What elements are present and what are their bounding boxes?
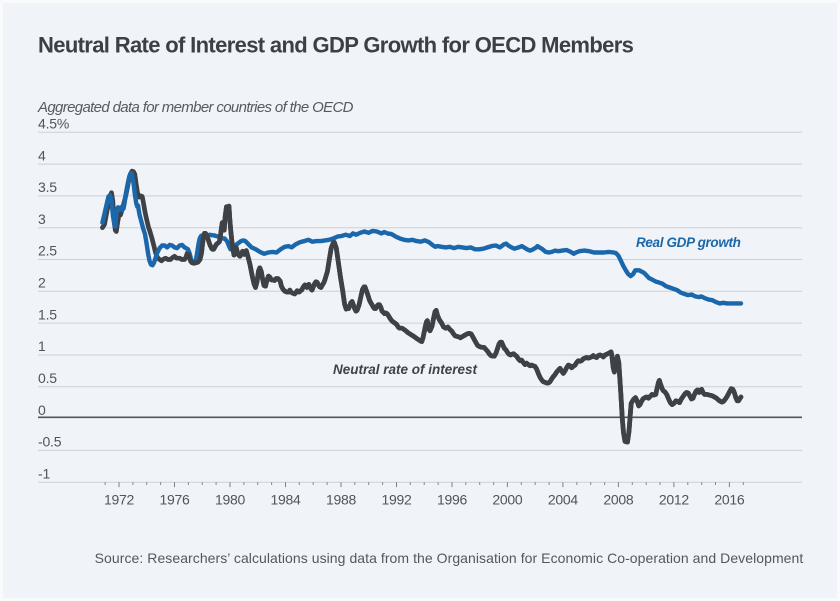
svg-text:1988: 1988: [326, 492, 356, 508]
svg-text:3: 3: [38, 211, 46, 227]
svg-text:1984: 1984: [271, 492, 301, 508]
svg-text:Real GDP growth: Real GDP growth: [636, 235, 741, 250]
svg-text:1996: 1996: [437, 492, 467, 508]
svg-text:Neutral rate of interest: Neutral rate of interest: [333, 362, 478, 377]
svg-text:2008: 2008: [603, 492, 633, 508]
svg-text:1976: 1976: [160, 492, 190, 508]
svg-text:0.5: 0.5: [38, 370, 57, 386]
svg-text:2: 2: [38, 275, 46, 291]
svg-text:Neutral Rate of Interest and G: Neutral Rate of Interest and GDP Growth …: [38, 33, 634, 58]
svg-text:0: 0: [38, 402, 46, 418]
svg-text:1: 1: [38, 338, 46, 354]
svg-text:-0.5: -0.5: [38, 434, 62, 450]
svg-text:2012: 2012: [659, 492, 689, 508]
svg-text:1980: 1980: [215, 492, 245, 508]
svg-text:1.5: 1.5: [38, 306, 57, 322]
svg-text:2.5: 2.5: [38, 243, 57, 259]
svg-text:2016: 2016: [714, 492, 744, 508]
svg-text:3.5: 3.5: [38, 179, 57, 195]
svg-text:2000: 2000: [492, 492, 522, 508]
svg-text:4: 4: [38, 147, 46, 163]
svg-text:2004: 2004: [548, 492, 578, 508]
svg-text:Source: Researchers’ calculati: Source: Researchers’ calculations using …: [95, 550, 804, 566]
svg-text:4.5%: 4.5%: [38, 115, 69, 131]
svg-text:Aggregated data for member cou: Aggregated data for member countries of …: [37, 99, 354, 116]
svg-text:-1: -1: [38, 465, 50, 481]
svg-text:1992: 1992: [382, 492, 412, 508]
svg-text:1972: 1972: [104, 492, 134, 508]
